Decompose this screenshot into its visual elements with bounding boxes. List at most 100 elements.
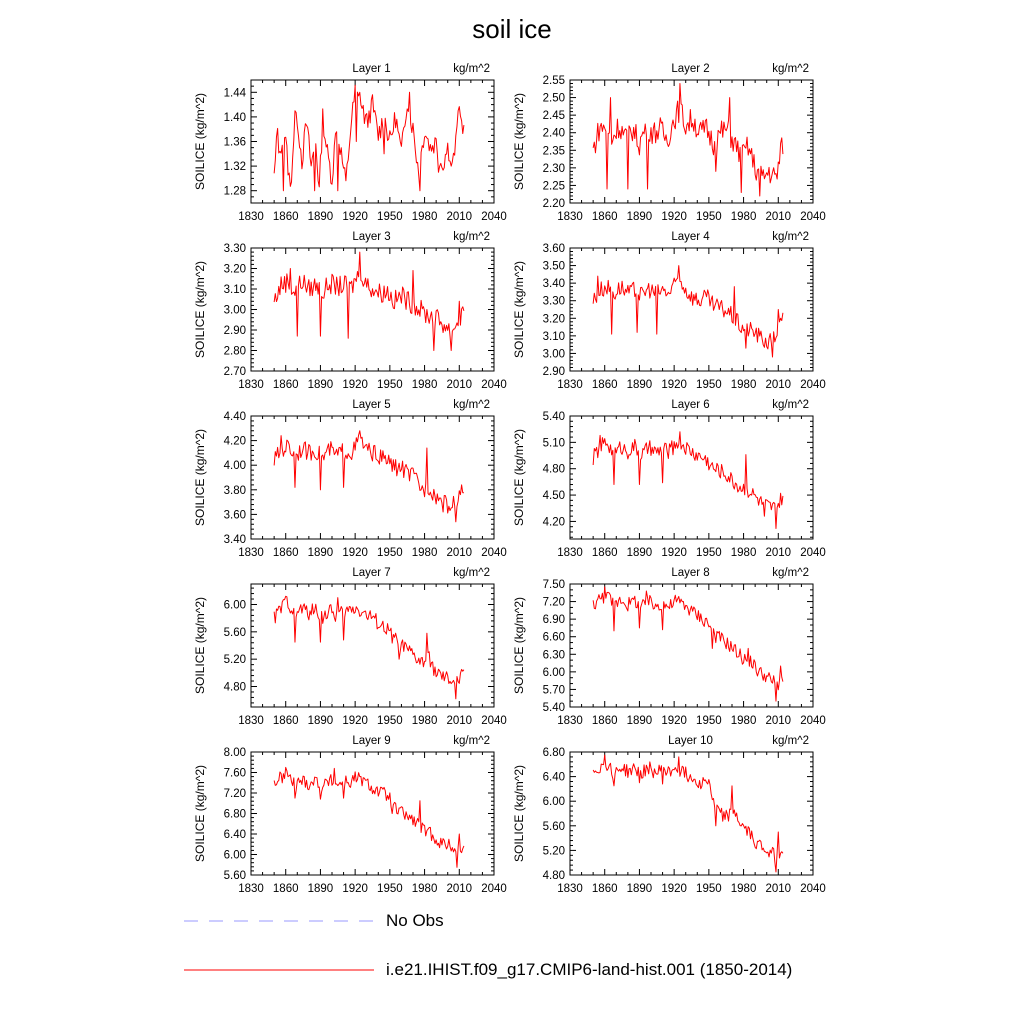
panel-title: Layer 5 — [352, 399, 390, 411]
y-tick-label: 2.25 — [543, 180, 565, 192]
y-axis-label: SOILICE (kg/m^2) — [512, 429, 526, 526]
x-tick-label: 2010 — [446, 547, 472, 559]
panel-units: kg/m^2 — [772, 735, 809, 747]
x-tick-label: 2010 — [446, 883, 472, 895]
y-axis-label: SOILICE (kg/m^2) — [193, 93, 207, 190]
chart-panel-6: 1830 1860 1890 1920 1950 1980 2010 2040 4.20 4.50… — [512, 399, 826, 559]
x-tick-label: 2040 — [800, 883, 826, 895]
plot-frame — [250, 583, 495, 708]
y-axis-label: SOILICE (kg/m^2) — [193, 261, 207, 358]
x-tick-label: 2040 — [800, 715, 826, 727]
chart-panel-2: 1830 1860 1890 1920 1950 1980 2010 2040 2.20 2.25… — [512, 63, 826, 223]
y-axis-label: SOILICE (kg/m^2) — [512, 765, 526, 862]
y-tick-label: 6.30 — [543, 649, 565, 661]
panel-units: kg/m^2 — [453, 231, 490, 243]
y-tick-label: 5.60 — [224, 870, 246, 882]
chart-panel-7: 1830 1860 1890 1920 1950 1980 2010 2040 4.80 5.20… — [193, 567, 507, 727]
x-tick-label: 2040 — [800, 547, 826, 559]
y-tick-label: 4.80 — [224, 682, 246, 694]
x-tick-label: 2010 — [765, 883, 791, 895]
panel-title: Layer 3 — [352, 231, 390, 243]
panel-title: Layer 9 — [352, 735, 390, 747]
x-tick-label: 2040 — [481, 379, 507, 391]
x-tick-label: 1980 — [731, 211, 757, 223]
panel-units: kg/m^2 — [453, 567, 490, 579]
panel-title: Layer 4 — [671, 231, 710, 243]
y-tick-label: 6.00 — [543, 667, 565, 679]
y-tick-label: 3.00 — [543, 348, 565, 360]
panel-units: kg/m^2 — [453, 735, 490, 747]
x-tick-label: 1830 — [238, 883, 264, 895]
x-tick-label: 1980 — [412, 715, 438, 727]
x-tick-label: 1830 — [238, 379, 264, 391]
y-tick-label: 3.60 — [224, 509, 246, 521]
y-tick-label: 5.60 — [224, 627, 246, 639]
x-tick-label: 1860 — [273, 547, 299, 559]
x-tick-label: 1890 — [627, 547, 653, 559]
x-tick-label: 1950 — [696, 883, 722, 895]
x-tick-label: 1890 — [308, 883, 334, 895]
x-tick-label: 1980 — [412, 211, 438, 223]
panel-units: kg/m^2 — [772, 399, 809, 411]
y-tick-label: 5.60 — [543, 821, 565, 833]
y-tick-label: 4.80 — [543, 464, 565, 476]
y-tick-label: 2.20 — [543, 198, 565, 210]
x-tick-label: 2010 — [765, 547, 791, 559]
y-tick-label: 2.55 — [543, 75, 565, 87]
y-tick-label: 2.90 — [543, 366, 565, 378]
x-tick-label: 1860 — [273, 883, 299, 895]
x-tick-label: 1980 — [731, 547, 757, 559]
x-tick-label: 2040 — [800, 379, 826, 391]
y-tick-label: 4.80 — [543, 870, 565, 882]
model-series-line — [273, 430, 464, 523]
x-tick-label: 1890 — [627, 379, 653, 391]
y-tick-label: 6.40 — [543, 772, 565, 784]
plot-frame — [250, 415, 495, 540]
x-tick-label: 1830 — [238, 715, 264, 727]
y-tick-label: 3.20 — [543, 313, 565, 325]
y-tick-label: 3.60 — [543, 243, 565, 255]
x-tick-label: 1950 — [696, 547, 722, 559]
x-tick-label: 1830 — [557, 211, 583, 223]
plot-frame — [569, 415, 814, 540]
x-tick-label: 2010 — [765, 715, 791, 727]
model-series-line — [592, 431, 784, 529]
y-tick-label: 5.10 — [543, 437, 565, 449]
y-tick-label: 7.50 — [543, 579, 565, 591]
x-tick-label: 1890 — [308, 715, 334, 727]
y-tick-label: 3.80 — [224, 485, 246, 497]
x-tick-label: 1890 — [627, 211, 653, 223]
y-tick-label: 3.40 — [224, 534, 246, 546]
x-tick-label: 1980 — [731, 883, 757, 895]
y-tick-label: 6.00 — [224, 850, 246, 862]
x-tick-label: 1920 — [661, 211, 687, 223]
chart-panel-3: 1830 1860 1890 1920 1950 1980 2010 2040 2.70 2.80… — [193, 231, 507, 391]
x-tick-label: 1920 — [342, 379, 368, 391]
x-tick-label: 1920 — [342, 211, 368, 223]
y-tick-label: 3.30 — [543, 296, 565, 308]
panel-title: Layer 6 — [671, 399, 709, 411]
x-tick-label: 1920 — [342, 547, 368, 559]
y-tick-label: 3.40 — [543, 278, 565, 290]
y-tick-label: 3.10 — [224, 284, 246, 296]
x-tick-label: 1920 — [342, 715, 368, 727]
x-tick-label: 1950 — [377, 211, 403, 223]
x-tick-label: 1980 — [731, 379, 757, 391]
x-tick-label: 1980 — [731, 715, 757, 727]
panel-units: kg/m^2 — [772, 63, 809, 75]
x-tick-label: 1860 — [592, 379, 618, 391]
x-tick-label: 1830 — [557, 715, 583, 727]
model-series-line — [592, 754, 784, 873]
x-tick-label: 2040 — [481, 883, 507, 895]
y-tick-label: 4.50 — [543, 490, 565, 502]
y-tick-label: 3.00 — [224, 305, 246, 317]
x-tick-label: 1890 — [308, 379, 334, 391]
x-tick-label: 2040 — [800, 211, 826, 223]
x-tick-label: 1860 — [273, 211, 299, 223]
model-series-line — [592, 586, 784, 702]
x-tick-label: 1980 — [412, 883, 438, 895]
panel-units: kg/m^2 — [453, 63, 490, 75]
y-axis-label: SOILICE (kg/m^2) — [512, 597, 526, 694]
chart-panel-9: 1830 1860 1890 1920 1950 1980 2010 2040 5.60 6.00… — [193, 735, 507, 895]
chart-panel-5: 1830 1860 1890 1920 1950 1980 2010 2040 3.40 3.60… — [193, 399, 507, 559]
